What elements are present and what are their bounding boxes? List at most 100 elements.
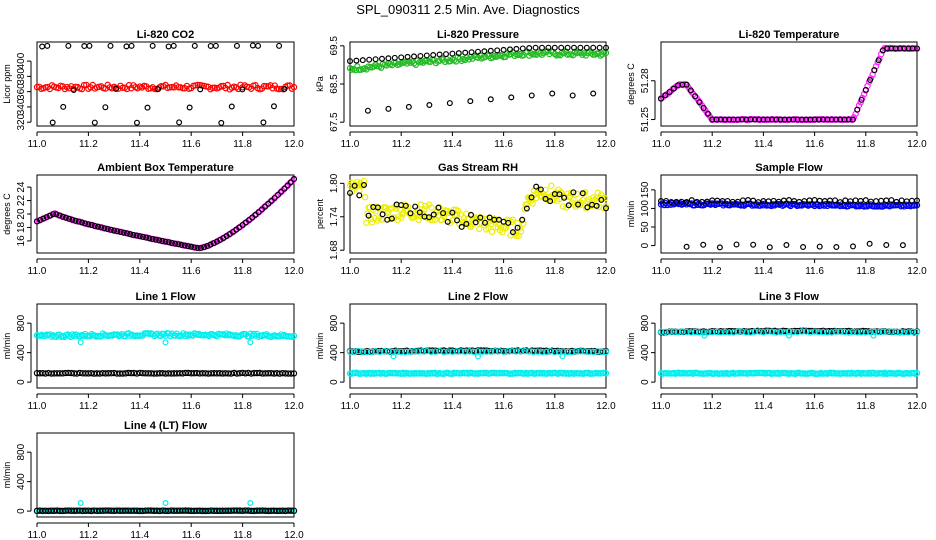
data-point: [462, 49, 469, 56]
x-tick-label: 11.2: [392, 401, 411, 412]
data-point: [435, 204, 442, 211]
y-tick-label: 380: [16, 68, 27, 85]
x-tick-label: 11.8: [545, 401, 564, 412]
data-point: [287, 507, 295, 514]
data-point: [255, 42, 262, 49]
data-point: [107, 226, 114, 233]
data-point: [529, 200, 536, 207]
y-tick-label: 800: [16, 443, 27, 460]
data-point: [176, 119, 183, 126]
y-tick-label: 18: [16, 221, 27, 233]
data-point: [481, 219, 488, 226]
data-point: [372, 348, 379, 355]
data-point: [662, 328, 669, 336]
panel-title: Line 3 Flow: [759, 291, 819, 303]
data-point: [559, 203, 567, 210]
data-point: [112, 85, 119, 92]
data-point: [501, 225, 508, 232]
data-point: [356, 192, 363, 199]
y-tick-label: 0: [329, 379, 340, 385]
data-point: [492, 224, 499, 231]
data-point: [290, 370, 298, 377]
data-point: [270, 103, 277, 110]
data-point: [186, 104, 193, 111]
data-point: [402, 348, 409, 356]
data-point: [475, 225, 483, 233]
data-point: [250, 330, 258, 338]
data-point: [419, 347, 426, 355]
data-point: [862, 197, 869, 204]
data-point: [717, 329, 724, 336]
data-point: [854, 106, 861, 113]
data-point: [602, 348, 610, 356]
data-point: [431, 216, 439, 224]
data-point: [77, 500, 84, 507]
data-point: [873, 198, 880, 205]
data-point: [127, 231, 134, 238]
data-point: [33, 218, 40, 225]
data-point: [290, 507, 298, 514]
data-point: [53, 211, 60, 218]
data-point: [696, 329, 703, 336]
data-point: [519, 216, 526, 223]
data-point: [683, 243, 690, 250]
data-point: [704, 110, 711, 117]
data-point: [781, 329, 788, 336]
data-point: [436, 51, 443, 58]
y-tick-label: 1.80: [329, 173, 340, 193]
plot-box: [349, 41, 607, 127]
x-tick-label: 11.4: [443, 139, 462, 150]
data-point: [578, 199, 585, 207]
x-tick-label: 11.4: [443, 401, 462, 412]
data-point: [517, 347, 524, 355]
data-point: [146, 235, 153, 242]
data-point: [581, 348, 588, 355]
data-point: [583, 44, 590, 51]
data-point: [426, 101, 433, 108]
x-tick-label: 11.0: [341, 266, 360, 277]
data-point: [657, 95, 664, 102]
data-point: [247, 339, 254, 346]
y-tick-label: 69.5: [329, 36, 340, 56]
y-tick-label: 340: [16, 98, 27, 115]
data-point: [347, 58, 354, 65]
data-point: [666, 88, 673, 95]
x-tick-label: 12.0: [284, 530, 304, 540]
data-point: [504, 347, 512, 355]
data-point: [849, 116, 856, 123]
data-point: [866, 240, 873, 247]
y-tick-label: 400: [16, 344, 27, 361]
panel-10: Line 4 (LT) Flow ml/min 11.0 11.2 11.4 11.6 11…: [2, 420, 304, 540]
x-tick-label: 11.8: [233, 266, 252, 277]
data-point: [407, 210, 414, 217]
data-point: [849, 243, 856, 250]
data-point: [449, 209, 456, 216]
data-point: [487, 348, 494, 355]
data-points: [33, 500, 298, 515]
data-point: [491, 347, 499, 355]
data-point: [191, 244, 198, 251]
data-point: [683, 81, 690, 88]
data-point: [488, 228, 496, 236]
data-point: [747, 329, 754, 336]
data-point: [683, 198, 690, 205]
data-point: [845, 329, 852, 336]
data-point: [443, 51, 450, 58]
y-tick-label: 1.74: [329, 207, 340, 227]
panel-title: Li-820 Pressure: [437, 29, 519, 41]
data-point: [517, 228, 525, 235]
data-point: [547, 347, 554, 355]
data-point: [875, 328, 882, 336]
x-tick-label: 11.8: [545, 139, 564, 150]
data-point: [98, 224, 105, 231]
x-tick-label: 11.0: [28, 266, 47, 277]
panel-title: Sample Flow: [755, 162, 823, 174]
data-point: [505, 219, 512, 226]
data-point: [168, 239, 175, 246]
x-tick-label: 11.2: [392, 266, 411, 277]
data-point: [422, 202, 429, 210]
data-point: [62, 214, 69, 221]
data-point: [489, 54, 496, 61]
data-point: [467, 98, 474, 105]
plot-box: [660, 41, 918, 127]
